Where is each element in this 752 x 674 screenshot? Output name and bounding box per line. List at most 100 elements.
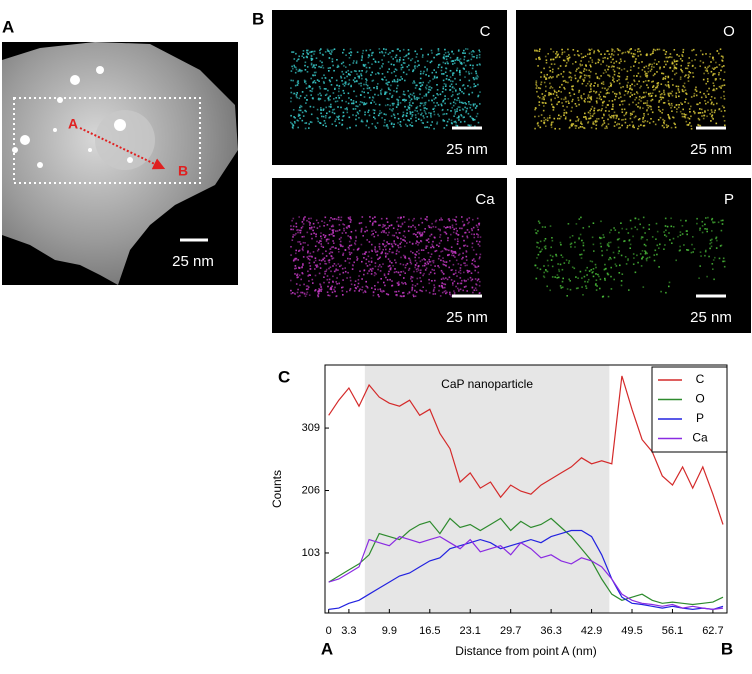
map-dot [324,262,326,265]
map-dot [389,261,391,263]
map-dot [410,276,413,278]
map-dot [298,249,301,252]
map-dot [470,228,473,230]
map-dot [320,240,322,243]
map-dot [461,216,463,218]
map-dot [305,285,308,287]
map-dot [718,257,721,260]
map-dot [353,70,356,72]
map-dot [465,48,467,50]
map-dot [704,228,706,230]
map-dot [612,91,614,93]
map-dot [679,245,681,248]
map-dot [319,49,321,52]
map-dot [477,228,480,231]
map-dot [641,69,644,71]
map-dot [380,231,383,234]
map-dot [621,227,623,230]
map-dot [380,217,383,220]
map-dot [433,284,435,286]
map-dot [379,288,382,290]
map-dot [721,223,724,225]
map-dot [612,103,614,106]
map-dot [664,225,667,227]
map-dot [555,255,558,257]
map-dot [683,244,685,246]
map-dot [602,83,605,85]
map-dot [292,124,295,127]
map-dot [320,286,322,288]
scale-label: 25 nm [446,309,488,326]
map-dot [698,118,701,121]
map-dot [437,257,440,260]
map-dot [381,66,383,68]
map-dot [550,123,553,125]
map-dot [464,102,466,104]
map-dot [341,119,344,121]
map-dot [388,120,391,122]
map-dot [576,80,579,83]
map-dot [294,234,296,236]
map-dot [551,239,554,242]
map-dot [662,96,665,99]
map-dot [626,125,629,127]
map-dot [361,278,363,280]
map-dot [439,219,441,221]
map-dot [402,254,405,257]
map-dot [317,120,320,123]
map-dot [587,100,589,103]
map-dot [581,123,583,125]
map-dot [456,110,458,112]
map-dot [715,236,718,239]
map-dot [436,89,439,91]
map-dot [429,80,431,82]
map-dot [461,108,464,110]
map-dot [360,82,362,85]
map-dot [471,242,474,245]
map-dot [383,121,386,124]
map-dot [579,71,581,74]
map-dot [635,103,638,106]
map-dot [391,234,394,237]
map-dot [421,290,424,293]
map-dot [710,103,713,105]
map-dot [426,60,429,62]
map-dot [465,111,467,114]
map-dot [633,80,636,83]
map-dot [431,280,433,282]
map-dot [571,235,574,237]
map-dot [336,277,338,279]
map-dot [654,249,657,252]
series-line [328,529,724,611]
map-dot [683,86,686,89]
map-dot [645,72,647,75]
map-dot [477,94,480,97]
map-dot [666,85,668,87]
map-dot [419,277,421,279]
map-dot [459,69,461,72]
map-dot [402,93,405,96]
map-dot [441,91,444,93]
map-dot [535,232,537,234]
map-dot [634,49,637,51]
map-dot [694,67,697,69]
map-dot [408,95,410,97]
map-dot [314,257,317,259]
map-dot [325,263,328,265]
map-dot [536,85,538,87]
map-dot [376,85,378,88]
map-dot [448,253,450,256]
map-dot [403,119,405,121]
map-dot [412,82,414,84]
map-dot [347,92,350,95]
map-dot [463,68,465,70]
map-dot [391,251,393,254]
map-dot [312,97,314,99]
map-dot [439,228,441,231]
map-dot [595,127,597,130]
map-dot [656,48,659,51]
map-dot [397,101,399,103]
map-dot [706,228,708,230]
map-dot [455,83,457,85]
map-dot [466,219,468,221]
